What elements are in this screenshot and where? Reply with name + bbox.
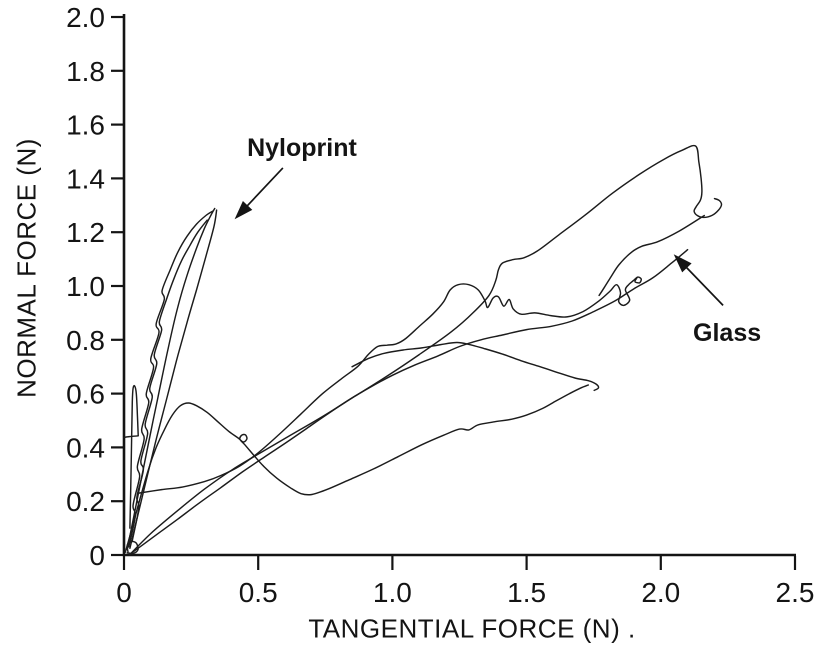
- annotation-arrowhead-nyloprint: [234, 201, 253, 220]
- annotation-arrow-line-nyloprint: [241, 167, 284, 213]
- x-tick-label: 2.0: [641, 577, 680, 608]
- y-tick-label: 0: [89, 540, 105, 571]
- x-tick-label: 0: [116, 577, 132, 608]
- series-nyloprint-strand-jagged-1: [128, 210, 214, 548]
- x-tick-label: 2.5: [776, 577, 815, 608]
- series-axis-shelf: [123, 435, 139, 439]
- y-tick-label: 1.6: [66, 110, 105, 141]
- series-nyloprint-strand-jagged-2: [131, 219, 208, 543]
- y-tick-label: 1.4: [66, 163, 105, 194]
- series-glass-loop-inner-return: [598, 214, 706, 297]
- x-tick-label: 1.5: [507, 577, 546, 608]
- series-hill-loop-return: [124, 384, 590, 554]
- series-glass-unload-diagonal: [129, 248, 689, 555]
- y-tick-label: 1.2: [66, 217, 105, 248]
- annotation-label-glass: Glass: [693, 319, 761, 347]
- y-tick-label: 0.4: [66, 432, 105, 463]
- series-glass-cycle2-load-wiggle: [138, 276, 642, 494]
- series-nyloprint-strand-up: [126, 207, 216, 551]
- series-glass-return-flat-top: [351, 341, 600, 392]
- y-tick-label: 1.0: [66, 271, 105, 302]
- series-near-axis-spike: [129, 384, 139, 529]
- series-origin-loop: [126, 540, 139, 555]
- y-tick-label: 0.2: [66, 486, 105, 517]
- series-nyloprint-strand-down: [129, 209, 218, 550]
- y-tick-label: 1.8: [66, 56, 105, 87]
- y-axis-title: NORMAL FORCE (N): [11, 138, 42, 398]
- y-tick-label: 0.8: [66, 325, 105, 356]
- x-tick-label: 0.5: [239, 577, 278, 608]
- annotation-label-nyloprint: Nyloprint: [247, 134, 357, 162]
- x-tick-label: 1.0: [373, 577, 412, 608]
- y-tick-label: 2.0: [66, 2, 105, 33]
- x-axis-title: TANGENTIAL FORCE (N) .: [308, 613, 636, 644]
- y-tick-label: 0.6: [66, 379, 105, 410]
- series-glass-load-peak-drop: [128, 144, 723, 556]
- annotation-arrowhead-glass: [673, 254, 692, 273]
- annotation-arrow-line-glass: [680, 261, 724, 306]
